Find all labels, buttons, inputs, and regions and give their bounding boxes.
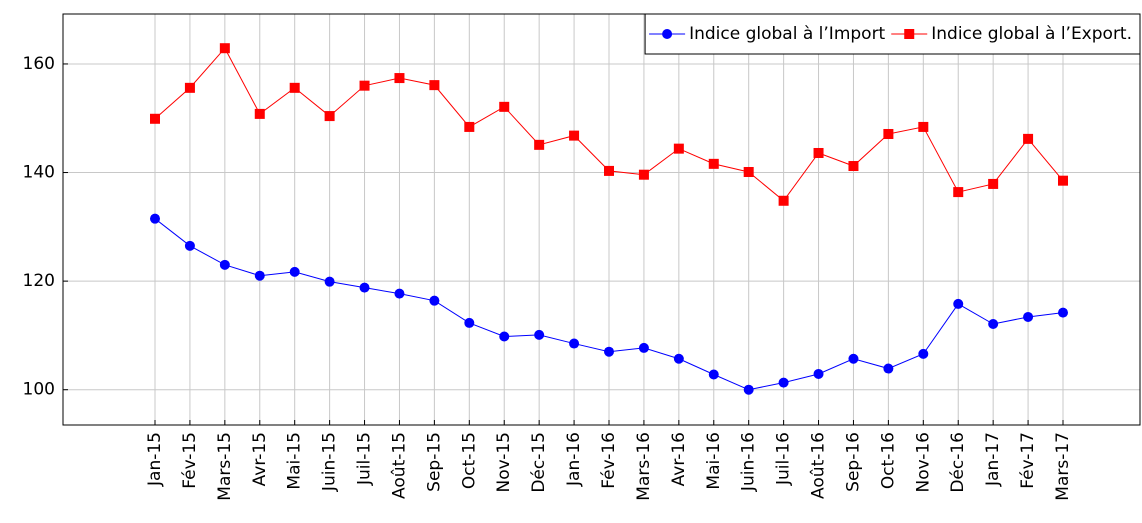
data-point xyxy=(150,213,160,224)
x-tick-label: Juin-15 xyxy=(320,432,340,492)
data-point xyxy=(394,73,405,84)
x-tick-label: Oct-16 xyxy=(878,432,898,489)
x-tick-label: Août-15 xyxy=(389,432,409,499)
x-tick-label: Sep-16 xyxy=(843,432,863,492)
x-tick-label: Fév-15 xyxy=(180,432,200,489)
plot-frame xyxy=(62,13,1141,426)
data-point xyxy=(219,259,230,270)
data-point xyxy=(394,288,405,299)
x-tick-label: Juin-16 xyxy=(739,432,759,492)
data-point xyxy=(638,342,649,353)
x-tick-label: Jan-16 xyxy=(564,432,584,487)
data-point xyxy=(953,298,964,309)
data-point xyxy=(673,143,684,154)
y-tick-label: 140 xyxy=(23,163,55,183)
data-point xyxy=(324,111,335,122)
x-tick-label: Nov-15 xyxy=(494,432,514,493)
data-point xyxy=(918,121,929,132)
x-tick-label: Déc-15 xyxy=(529,432,549,493)
x-tick-label: Oct-15 xyxy=(459,432,479,489)
data-point xyxy=(464,317,475,328)
data-point xyxy=(254,108,265,119)
data-point xyxy=(918,348,929,359)
data-point xyxy=(1058,175,1068,186)
legend-marker xyxy=(904,29,915,39)
data-point xyxy=(743,384,754,395)
x-tick-label: Mars-16 xyxy=(634,432,654,501)
data-point xyxy=(604,346,614,357)
data-point xyxy=(464,121,475,132)
data-point xyxy=(708,158,719,169)
data-point xyxy=(219,43,230,54)
data-point xyxy=(534,139,545,150)
y-tick-label: 100 xyxy=(23,380,55,400)
x-tick-label: Fév-16 xyxy=(599,432,619,489)
data-point xyxy=(499,101,510,112)
data-point xyxy=(359,80,370,91)
data-point xyxy=(743,166,754,177)
data-point xyxy=(778,377,789,388)
y-tick-label: 120 xyxy=(23,271,55,291)
data-point xyxy=(569,130,580,141)
y-tick-label: 160 xyxy=(23,54,55,74)
x-tick-label: Nov-16 xyxy=(913,432,933,493)
legend: Indice global à l’Import Indice global à … xyxy=(644,13,1141,55)
data-point xyxy=(1023,311,1034,322)
data-point xyxy=(359,282,370,293)
x-tick-label: Avr-15 xyxy=(250,432,270,486)
data-point xyxy=(1058,307,1068,318)
legend-label: Indice global à l’Import xyxy=(689,24,885,44)
data-point xyxy=(289,266,300,277)
x-tick-label: Août-16 xyxy=(809,432,829,499)
data-point xyxy=(534,329,545,340)
data-point xyxy=(638,169,649,180)
data-point xyxy=(813,147,824,158)
x-tick-label: Jan-15 xyxy=(145,432,165,487)
data-point xyxy=(673,353,684,364)
data-point xyxy=(289,82,300,93)
x-tick-label: Mars-17 xyxy=(1053,432,1073,501)
data-point xyxy=(953,187,964,198)
legend-marker xyxy=(662,29,673,39)
x-tick-label: Fév-17 xyxy=(1018,432,1038,489)
data-point xyxy=(848,161,859,172)
data-point xyxy=(429,295,440,306)
x-tick-label: Juil-16 xyxy=(774,432,794,486)
x-tick-label: Sep-15 xyxy=(424,432,444,492)
data-point xyxy=(778,195,789,206)
data-point xyxy=(150,113,160,124)
data-point xyxy=(429,80,440,91)
x-tick-label: Mars-15 xyxy=(215,432,235,501)
data-point xyxy=(569,338,580,349)
data-point xyxy=(988,178,999,189)
legend-label: Indice global à l’Export. xyxy=(931,24,1132,44)
data-point xyxy=(708,369,719,380)
x-tick-label: Avr-16 xyxy=(669,432,689,486)
x-tick-label: Mai-16 xyxy=(704,432,724,490)
data-point xyxy=(883,128,894,139)
data-point xyxy=(883,363,894,374)
data-point xyxy=(988,319,999,330)
data-point xyxy=(813,368,824,379)
x-tick-label: Juil-15 xyxy=(355,432,375,486)
x-tick-label: Mai-15 xyxy=(285,432,305,490)
data-point xyxy=(254,270,265,281)
data-point xyxy=(324,276,335,287)
x-tick-label: Déc-16 xyxy=(948,432,968,493)
data-point xyxy=(184,82,195,93)
data-point xyxy=(848,353,859,364)
data-point xyxy=(604,165,614,176)
x-tick-label: Jan-17 xyxy=(983,432,1003,487)
data-point xyxy=(1023,133,1034,144)
data-point xyxy=(499,331,510,342)
data-point xyxy=(184,240,195,251)
